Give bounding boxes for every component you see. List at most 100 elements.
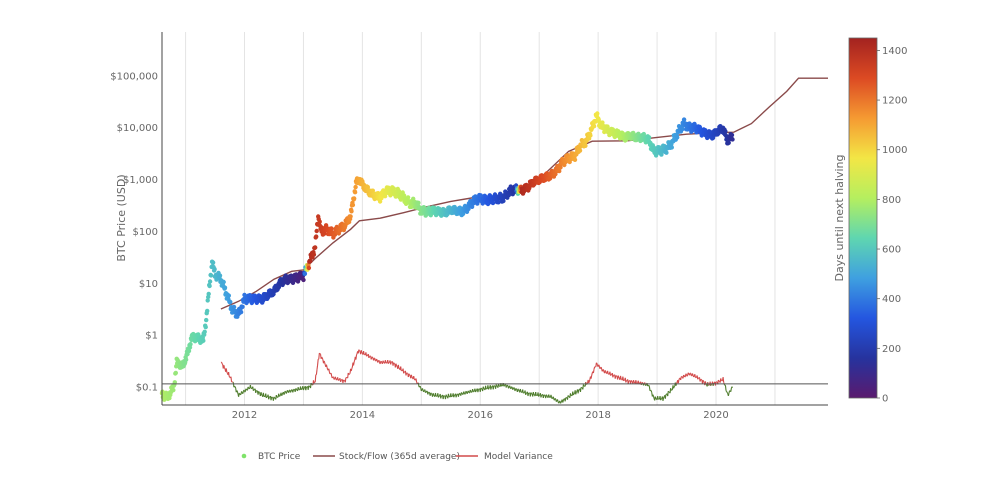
btc-price-point xyxy=(478,193,483,198)
btc-price-point xyxy=(506,192,511,198)
btc-price-point xyxy=(203,324,208,330)
btc-price-point xyxy=(591,124,597,129)
model-variance-segment xyxy=(607,373,610,375)
model-variance-segment xyxy=(253,388,255,391)
btc-price-point xyxy=(501,198,506,204)
btc-price-point xyxy=(238,309,244,315)
model-variance-segment xyxy=(447,393,450,397)
model-variance-segment xyxy=(317,359,319,366)
model-variance-segment xyxy=(243,389,246,392)
model-variance-segment xyxy=(697,377,700,379)
model-variance-segment xyxy=(630,380,633,382)
model-variance-segment xyxy=(400,366,402,371)
btc-price-point xyxy=(726,140,731,145)
model-variance-segment xyxy=(355,354,358,360)
btc-price-point xyxy=(416,200,421,205)
model-variance-segment xyxy=(397,364,400,369)
model-variance-segment xyxy=(420,389,423,392)
model-variance-segment xyxy=(488,387,490,390)
model-variance-segment xyxy=(579,387,582,393)
model-variance-segment xyxy=(653,396,655,399)
model-variance-segment xyxy=(469,389,472,392)
colorbar-tick-label: 800 xyxy=(882,195,901,206)
model-variance-segment xyxy=(287,390,289,393)
model-variance-segment xyxy=(575,390,578,393)
colorbar-tick-label: 400 xyxy=(882,294,901,305)
btc-price-point xyxy=(405,195,411,200)
model-variance-segment xyxy=(490,386,493,390)
btc-price-point xyxy=(370,188,375,193)
btc-price-point xyxy=(669,145,674,150)
model-variance-segment xyxy=(295,388,297,390)
model-variance-segment xyxy=(475,390,477,393)
model-variance-segment xyxy=(329,372,331,375)
x-tick-label: 2020 xyxy=(703,410,728,421)
model-variance-segment xyxy=(477,389,480,393)
model-variance-segment xyxy=(408,373,411,376)
model-variance-segment xyxy=(324,362,326,366)
model-variance-segment xyxy=(572,393,575,396)
model-variance-segment xyxy=(271,396,273,398)
btc-price-point xyxy=(391,186,396,191)
model-variance-segment xyxy=(353,361,355,366)
model-variance-segment xyxy=(443,395,445,397)
model-variance-segment xyxy=(588,379,591,382)
model-variance-segment xyxy=(508,386,510,389)
model-variance-segment xyxy=(599,367,601,370)
model-variance-segment xyxy=(615,375,617,377)
model-variance-segment xyxy=(252,389,255,391)
model-variance-segment xyxy=(236,391,239,395)
model-variance-segment xyxy=(591,372,593,376)
model-variance-segment xyxy=(457,393,460,397)
btc-price-point xyxy=(600,120,605,125)
model-variance-segment xyxy=(663,396,665,398)
model-variance-segment xyxy=(514,388,517,392)
btc-price-point xyxy=(306,265,312,271)
model-variance-segment xyxy=(335,378,338,381)
model-variance-segment xyxy=(625,380,627,383)
btc-price-point xyxy=(349,209,354,214)
model-variance-segment xyxy=(432,392,435,396)
model-variance-segment xyxy=(292,389,294,393)
btc-price-point xyxy=(228,299,233,305)
model-variance-segment xyxy=(720,378,722,381)
model-variance-segment xyxy=(378,360,381,363)
model-variance-segment xyxy=(433,394,435,397)
model-variance-segment xyxy=(652,394,655,397)
model-variance-segment xyxy=(393,362,395,364)
btc-price-point xyxy=(221,279,226,285)
model-variance-segment xyxy=(376,358,378,361)
btc-price-point xyxy=(348,214,353,219)
model-variance-segment xyxy=(498,385,501,387)
model-variance-segment xyxy=(279,394,281,397)
model-variance-segment xyxy=(333,378,336,380)
model-variance-segment xyxy=(285,391,288,394)
model-variance-segment xyxy=(501,384,504,387)
model-variance-segment xyxy=(326,367,329,370)
legend-mv-label[interactable]: Model Variance xyxy=(484,452,553,462)
btc-price-point xyxy=(183,357,189,362)
model-variance-segment xyxy=(463,391,465,394)
model-variance-segment xyxy=(314,374,317,382)
x-tick-label: 2016 xyxy=(468,410,493,421)
btc-price-point xyxy=(217,273,223,278)
model-variance-segment xyxy=(230,376,233,382)
model-variance-segment xyxy=(328,368,330,373)
model-variance-segment xyxy=(380,360,383,363)
legend-btc-marker[interactable] xyxy=(241,453,247,459)
colorbar-tick-label: 200 xyxy=(882,344,901,355)
model-variance-segment xyxy=(724,385,727,391)
legend-btc-label[interactable]: BTC Price xyxy=(258,452,301,462)
btc-price-point xyxy=(240,304,245,309)
legend-sf-label[interactable]: Stock/Flow (365d average) xyxy=(339,452,460,462)
model-variance-segment xyxy=(525,393,527,395)
model-variance-segment xyxy=(685,373,688,376)
model-variance-segment xyxy=(562,400,564,403)
model-variance-segment xyxy=(632,380,635,383)
model-variance-segment xyxy=(722,377,725,383)
model-variance-segment xyxy=(262,392,265,397)
model-variance-segment xyxy=(242,391,244,394)
btc-price-point xyxy=(226,293,231,298)
btc-price-point xyxy=(675,135,680,140)
btc-price-point xyxy=(646,135,652,140)
